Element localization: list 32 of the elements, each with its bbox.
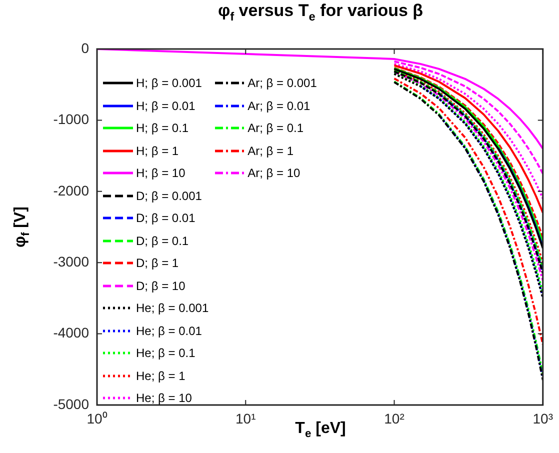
y-tick-label: -1000 [53, 111, 90, 128]
legend-label: He; β = 10 [136, 391, 192, 406]
legend-label: H; β = 1 [136, 144, 179, 158]
y-tick-label: -5000 [53, 396, 90, 412]
legend-label: D; β = 1 [136, 256, 179, 270]
chart-title: φ$_{f}$ versus T$_{e}$ for various β [216, 0, 424, 26]
legend-label: Ar; β = 10 [248, 166, 300, 180]
legend-label: He; β = 1 [136, 368, 186, 383]
legend-label: D; β = 0.01 [136, 211, 196, 226]
legend-label: H; β = 0.01 [136, 98, 196, 113]
legend-label: He; β = 0.001 [136, 301, 209, 316]
x-tick-label: 10⁰ [86, 410, 108, 426]
legend-label: Ar; β = 0.001 [248, 76, 317, 90]
y-tick-label: -2000 [53, 182, 90, 198]
x-tick-label: 10¹ [236, 410, 256, 426]
legend-label: H; β = 0.1 [136, 121, 189, 136]
legend-label: Ar; β = 0.1 [248, 121, 304, 136]
legend-label: H; β = 0.001 [136, 76, 202, 90]
x-axis-title: T$_{e}$ [eV] [295, 420, 346, 440]
legend-label: D; β = 0.1 [136, 234, 189, 248]
legend-label: D; β = 0.001 [136, 188, 202, 203]
legend-label: He; β = 0.1 [136, 346, 196, 360]
x-tick-label: 10³ [532, 410, 554, 426]
y-tick-label: -3000 [53, 253, 90, 270]
legend-label: Ar; β = 0.01 [248, 98, 310, 113]
legend-label: H; β = 10 [136, 166, 186, 180]
y-tick-label: -4000 [53, 324, 90, 341]
legend-label: Ar; β = 1 [248, 144, 294, 158]
y-tick-label: 0 [81, 40, 90, 56]
x-tick-label: 10² [384, 410, 405, 426]
legend-label: D; β = 10 [136, 278, 186, 293]
legend-label: He; β = 0.01 [136, 324, 202, 338]
